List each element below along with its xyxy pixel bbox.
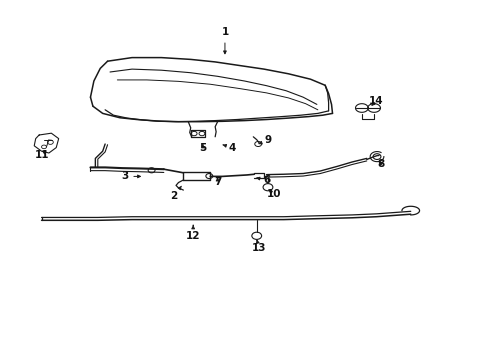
Text: 13: 13 <box>251 240 266 253</box>
Text: 3: 3 <box>121 171 140 181</box>
Text: 10: 10 <box>266 189 281 199</box>
Text: 5: 5 <box>199 143 206 153</box>
Text: 8: 8 <box>377 159 384 169</box>
Text: 14: 14 <box>368 96 383 106</box>
Text: 7: 7 <box>213 177 221 187</box>
Text: 11: 11 <box>34 150 49 160</box>
Text: 2: 2 <box>170 186 181 201</box>
Text: 4: 4 <box>223 143 236 153</box>
Text: 1: 1 <box>221 27 228 54</box>
Text: 6: 6 <box>256 175 269 185</box>
Text: 9: 9 <box>258 135 271 145</box>
Text: 12: 12 <box>185 225 200 241</box>
